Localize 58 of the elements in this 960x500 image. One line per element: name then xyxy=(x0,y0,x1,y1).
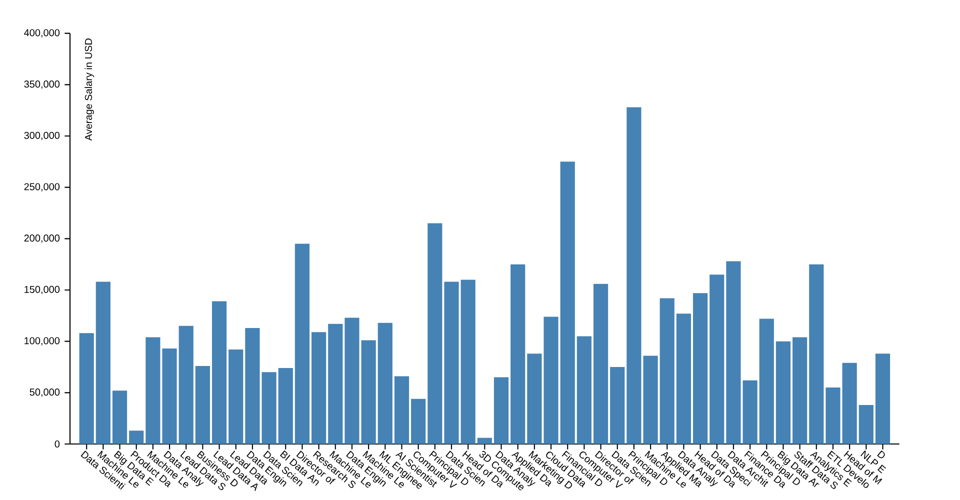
bar xyxy=(294,244,310,444)
bar xyxy=(776,341,791,444)
bar xyxy=(428,223,442,444)
y-tick-label: 350,000 xyxy=(24,80,60,89)
bar xyxy=(809,264,824,444)
bar xyxy=(826,388,840,444)
bar xyxy=(742,380,758,444)
bar xyxy=(162,348,177,444)
bar xyxy=(477,438,492,444)
bar xyxy=(792,337,808,444)
bar xyxy=(643,356,658,444)
y-tick-label: 200,000 xyxy=(24,234,60,243)
bar xyxy=(79,333,94,444)
bar xyxy=(692,293,708,444)
bar xyxy=(676,314,692,444)
bar xyxy=(527,354,542,444)
bar xyxy=(875,354,890,444)
bar xyxy=(96,282,110,444)
bar xyxy=(195,366,210,444)
bar xyxy=(710,274,724,444)
bar xyxy=(494,377,509,444)
y-axis-title: Average Salary in USD xyxy=(84,38,94,141)
bar xyxy=(312,332,326,444)
y-tick-label: 400,000 xyxy=(24,29,60,38)
bar xyxy=(858,404,874,444)
bar xyxy=(112,390,128,444)
bar xyxy=(361,340,376,444)
y-tick-label: 250,000 xyxy=(24,183,60,192)
bar xyxy=(394,376,410,444)
bar xyxy=(178,326,194,444)
bar xyxy=(510,264,526,444)
bar xyxy=(146,337,160,444)
bar xyxy=(344,318,360,444)
bar xyxy=(726,261,741,444)
y-tick-label: 0 xyxy=(54,440,60,448)
y-tick-label: 300,000 xyxy=(24,132,60,140)
y-tick-label: 50,000 xyxy=(30,388,60,397)
bar xyxy=(228,350,244,444)
bar xyxy=(411,398,426,444)
bar xyxy=(544,316,558,444)
bar xyxy=(626,107,642,444)
x-tick-label: D xyxy=(877,450,885,458)
bar xyxy=(660,298,674,444)
bar xyxy=(328,324,343,444)
y-tick-label: 100,000 xyxy=(24,337,60,346)
bar xyxy=(129,430,144,444)
bar xyxy=(842,362,857,444)
bar xyxy=(378,322,392,444)
bar xyxy=(278,368,293,444)
bar xyxy=(576,336,592,444)
bar xyxy=(560,162,575,444)
bar xyxy=(460,280,476,444)
bar xyxy=(593,284,608,444)
bar xyxy=(212,301,227,444)
bar xyxy=(759,318,774,444)
bar xyxy=(610,367,625,444)
bar xyxy=(444,282,459,444)
y-tick-label: 150,000 xyxy=(24,286,60,294)
